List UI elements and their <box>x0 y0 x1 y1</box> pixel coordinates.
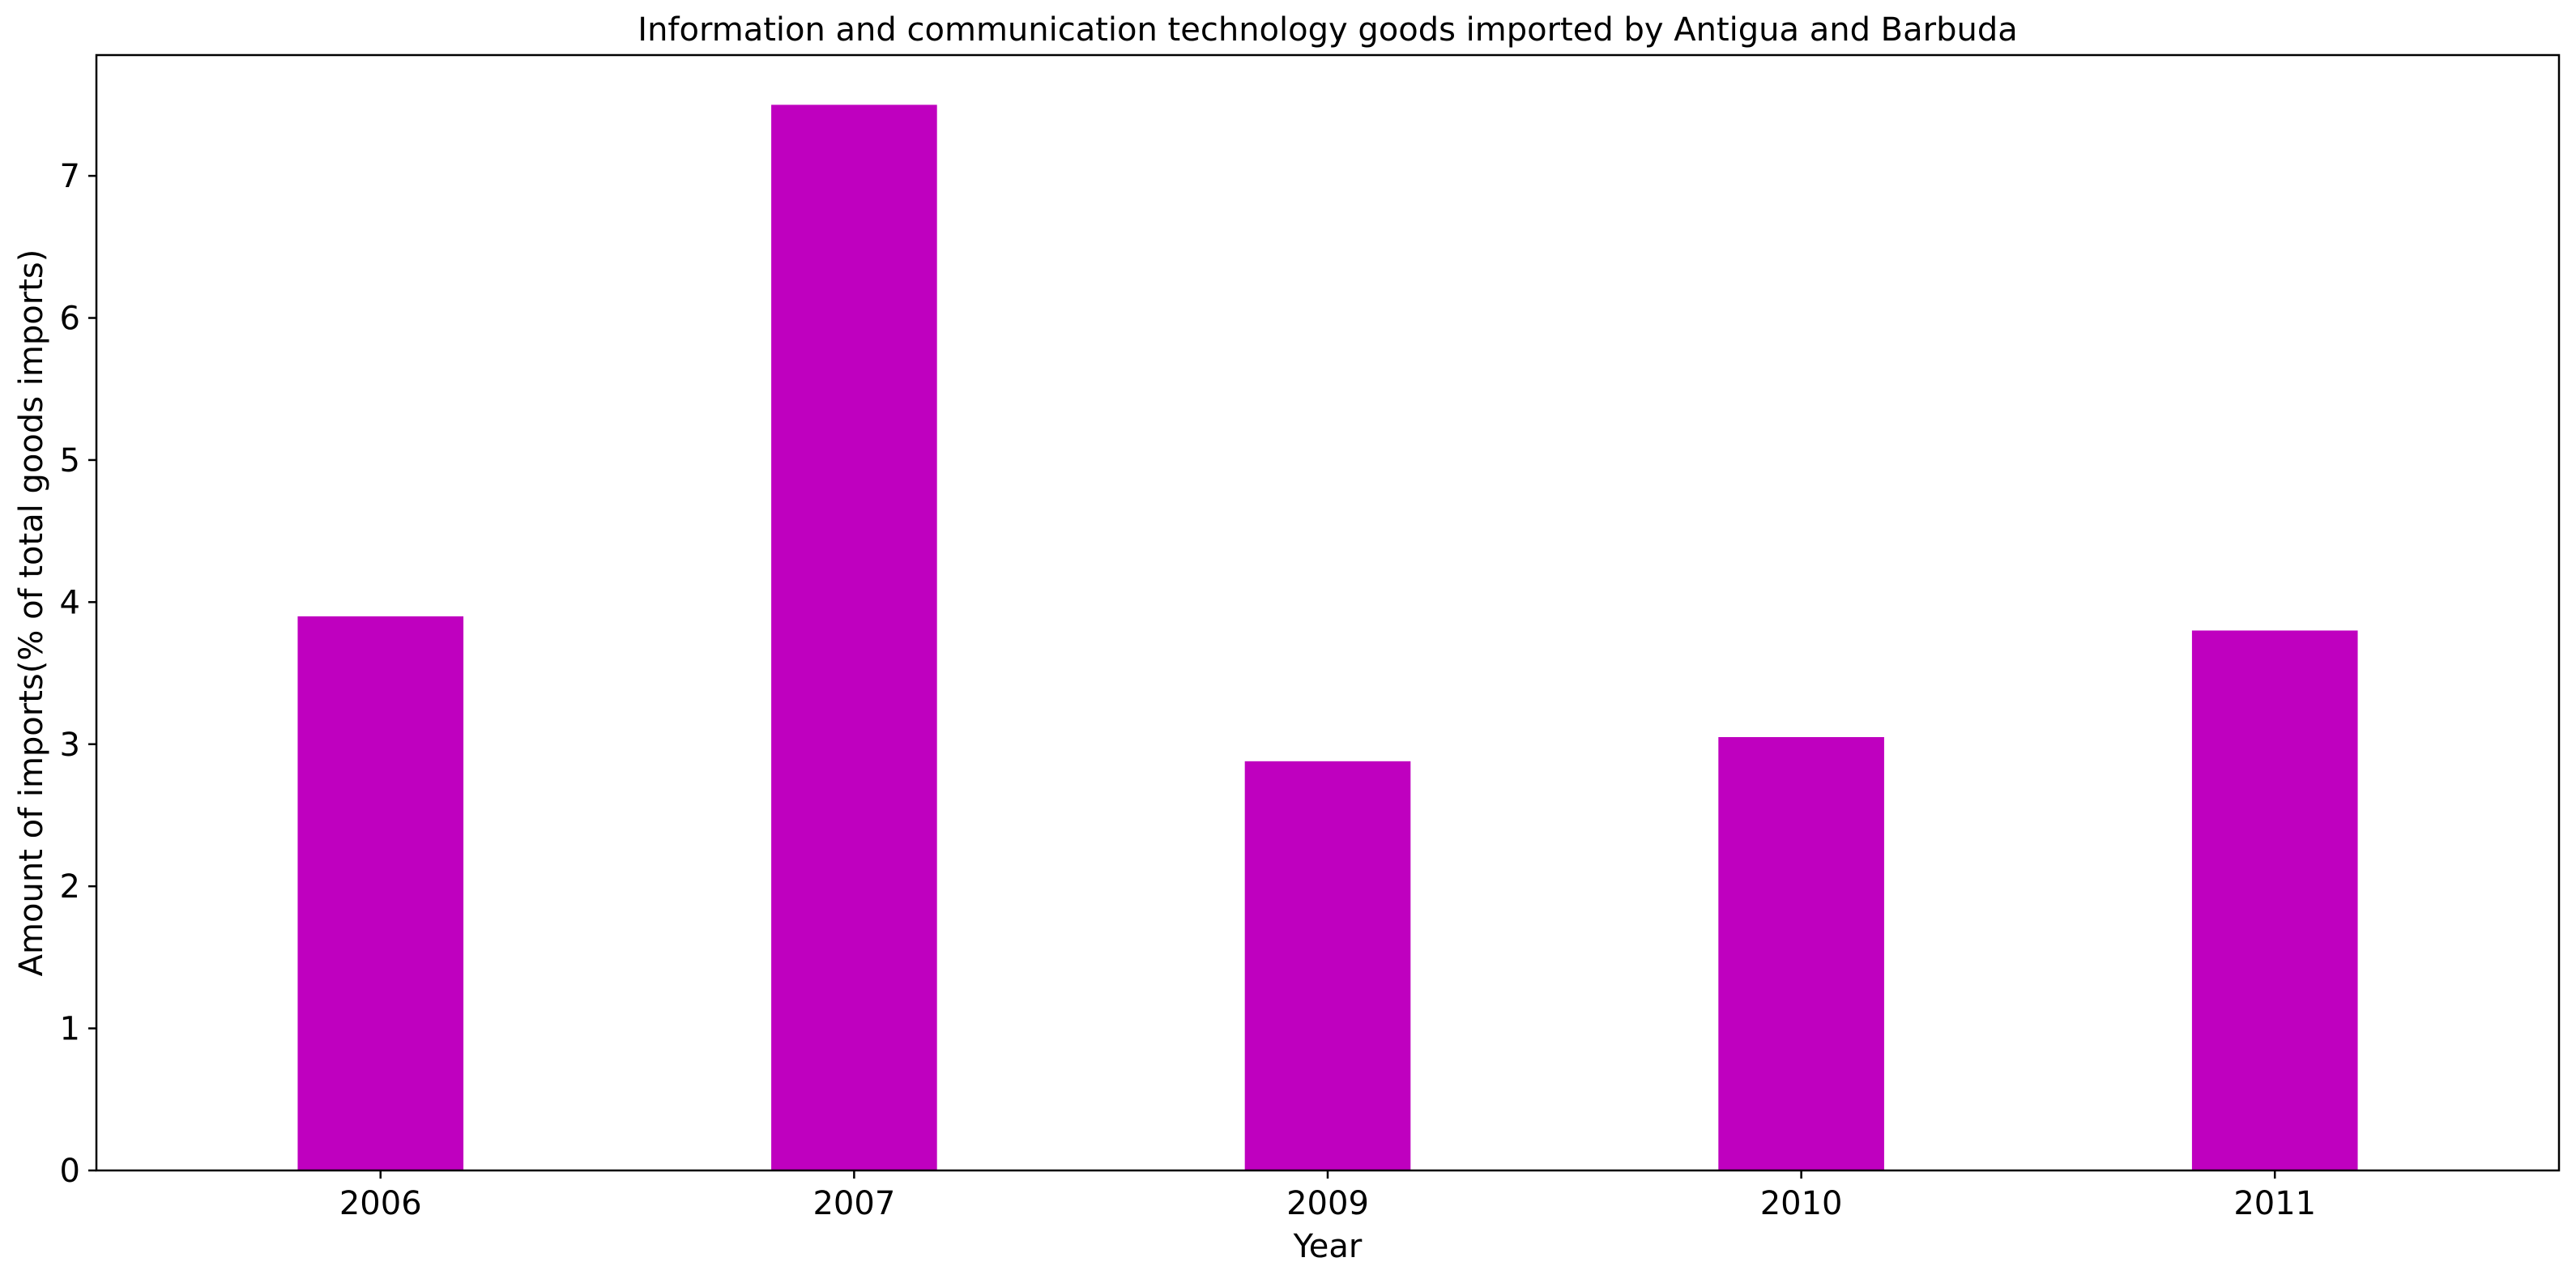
y-tick-label: 3 <box>60 727 80 764</box>
bar-2010 <box>1718 736 1884 1170</box>
x-axis-ticks: 2006 2007 2009 2010 2011 <box>339 1170 2316 1222</box>
y-tick-label: 6 <box>60 301 80 338</box>
x-tick-label: 2006 <box>339 1185 422 1222</box>
bars-group <box>297 104 2358 1170</box>
y-tick-label: 1 <box>60 1011 80 1048</box>
bar-2007 <box>771 104 937 1170</box>
y-tick-label: 5 <box>60 442 80 480</box>
x-axis-label: Year <box>1293 1228 1363 1265</box>
x-tick-label: 2010 <box>1760 1185 1843 1222</box>
y-tick-label: 0 <box>60 1153 80 1190</box>
chart-title: Information and communication technology… <box>638 11 2017 49</box>
x-tick-label: 2009 <box>1286 1185 1369 1222</box>
plot-area-frame <box>95 53 2561 1172</box>
y-tick-label: 2 <box>60 868 80 906</box>
y-tick-label: 7 <box>60 158 80 195</box>
bar-2011 <box>2191 630 2358 1170</box>
bar-2009 <box>1244 761 1411 1170</box>
y-axis-ticks: 0 1 2 3 4 5 6 7 <box>60 158 96 1190</box>
y-tick-label: 4 <box>60 584 80 621</box>
bar-2006 <box>297 616 464 1170</box>
y-axis-label: Amount of imports(% of total goods impor… <box>13 249 50 977</box>
x-tick-label: 2011 <box>2233 1185 2316 1222</box>
x-tick-label: 2007 <box>812 1185 895 1222</box>
